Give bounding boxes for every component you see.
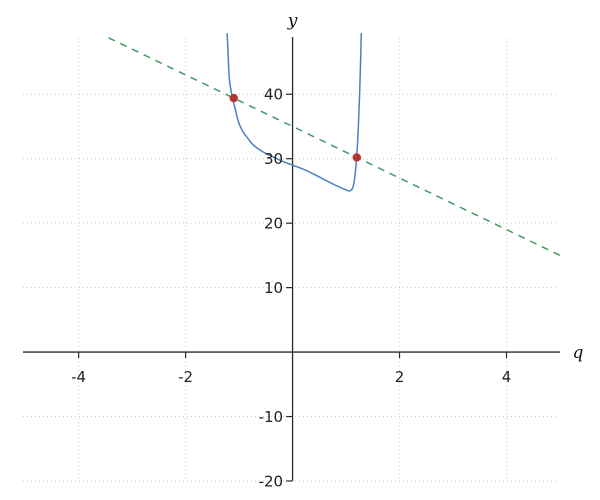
y-tick-label: 10 <box>264 279 283 297</box>
x-tick-label: 2 <box>395 368 405 386</box>
y-axis-label: y <box>287 11 298 31</box>
intersection-2 <box>352 153 361 162</box>
y-tick-label: 40 <box>264 86 283 104</box>
gridlines <box>23 38 557 482</box>
x-axis-label: q <box>573 343 584 363</box>
y-tick-label: -20 <box>259 473 284 491</box>
axes <box>23 37 560 482</box>
y-tick-label: 20 <box>264 215 283 233</box>
y-tick-label: 30 <box>264 150 283 168</box>
x-tick-label: -2 <box>178 368 193 386</box>
dashed-line <box>108 37 560 257</box>
intersection-points <box>229 93 361 162</box>
x-tick-label: -4 <box>71 368 86 386</box>
tick-labels: -4 -2 2 4 -20 -10 10 20 30 40 <box>71 86 511 491</box>
x-tick-label: 4 <box>502 368 512 386</box>
y-tick-label: -10 <box>259 408 284 426</box>
intersection-1 <box>229 93 238 103</box>
